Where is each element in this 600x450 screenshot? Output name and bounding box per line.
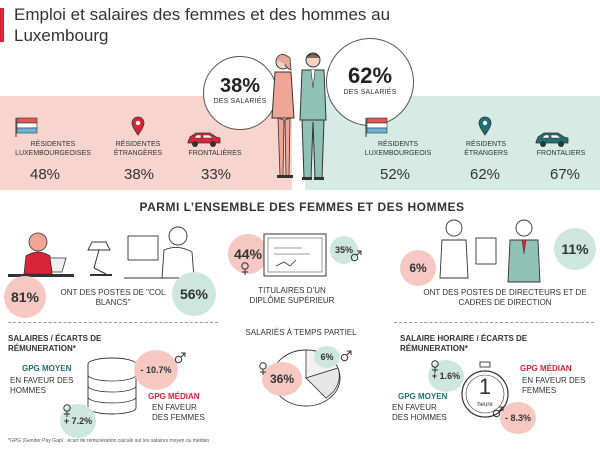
women-cat-foreign-value: 38%: [123, 166, 155, 183]
directors-women-circle: 6%: [400, 250, 436, 286]
hourly-moyen-value: + 1.6%: [431, 371, 461, 381]
luxembourg-flag-icon: [15, 117, 38, 137]
directors-women-value: 6%: [409, 261, 427, 275]
part-time-men-value: 6%: [320, 352, 334, 362]
hourly-gpg-moyen-sub: EN FAVEUR DES HOMMES: [392, 403, 447, 422]
executives-illustration: [439, 219, 541, 283]
salaries-gpg-moyen: GPG MOYEN: [22, 364, 72, 373]
male-symbol-icon: [492, 406, 504, 418]
woman-at-desk-illustration: [8, 232, 74, 277]
diploma-certificate-icon: [263, 233, 327, 277]
white-collar-women-circle: 81%: [4, 276, 46, 318]
men-cat-lux-value: 52%: [379, 166, 411, 183]
right-divider: [394, 322, 594, 323]
man-figure: [299, 52, 327, 180]
women-cat-foreign-label: RÉSIDENTES ÉTRANGÈRES: [113, 141, 163, 157]
hourly-gpg-median-sub: EN FAVEUR DES FEMMES: [522, 376, 586, 395]
title-accent-bar: [0, 8, 4, 42]
salaries-title: SALAIRES / ÉCARTS DE RÉMUNERATION*: [8, 334, 102, 353]
salaries-moyen-value: + 7.2%: [63, 416, 93, 426]
male-symbol-icon: [350, 250, 362, 262]
women-pct: 38%: [219, 75, 261, 97]
page-title: Emploi et salaires des femmes et des hom…: [14, 5, 391, 45]
luxembourg-flag-icon: [365, 117, 388, 137]
location-pin-icon: [131, 116, 145, 136]
male-symbol-icon: [174, 352, 186, 364]
salaries-gpg-median-sub: EN FAVEUR DES FEMMES: [152, 403, 205, 422]
hourly-median-value: - 8.3%: [504, 413, 531, 423]
left-divider: [8, 322, 218, 323]
hourly-title: SALAIRE HORAIRE / ÉCARTS DE RÉMUNERATION…: [400, 334, 528, 353]
white-collar-women-value: 81%: [10, 289, 40, 305]
car-icon: [535, 132, 569, 147]
woman-figure: [271, 54, 295, 178]
male-symbol-icon: [340, 350, 352, 362]
location-pin-icon: [478, 116, 492, 136]
directors-men-circle: 11%: [554, 228, 596, 270]
women-cat-cross-border-value: 33%: [200, 166, 232, 183]
hourly-gpg-median: GPG MÉDIAN: [520, 364, 572, 373]
part-time-men-circle: 6%: [314, 346, 340, 368]
part-time-women-circle: 36%: [262, 362, 302, 396]
female-symbol-icon: [63, 404, 71, 417]
hourly-median-circle: - 8.3%: [500, 402, 536, 434]
men-cat-lux-label: RÉSIDENTS LUXEMBOURGEOIS: [364, 141, 432, 157]
women-pct-bubble: 38% DES SALARIÉS: [203, 56, 277, 130]
diploma-label: TITULAIRES D’UN DIPLÔME SUPÉRIEUR: [249, 286, 335, 305]
women-cat-cross-border-label: FRONTALIÈRES: [188, 150, 242, 157]
men-cat-cross-border-label: FRONTALIERS: [536, 150, 586, 157]
hourly-moyen-circle: + 1.6%: [428, 360, 464, 392]
men-pct-bubble: 62% DES SALARIÉS: [326, 38, 414, 126]
female-symbol-icon: [259, 362, 267, 375]
female-symbol-icon: [241, 262, 249, 275]
diploma-men-value: 35%: [334, 245, 353, 255]
white-collar-men-circle: 56%: [172, 272, 216, 316]
diploma-women-value: 44%: [233, 246, 263, 262]
directors-men-value: 11%: [561, 241, 589, 257]
salaries-moyen-circle: + 7.2%: [60, 404, 96, 438]
salaries-gpg-median: GPG MÉDIAN: [148, 392, 200, 401]
salaries-median-value: - 10.7%: [140, 365, 172, 375]
section-heading: PARMI L’ENSEMBLE DES FEMMES ET DES HOMME…: [139, 200, 465, 214]
men-pct: 62%: [347, 63, 393, 88]
part-time-title: SALARIÉS À TEMPS PARTIEL: [245, 328, 357, 337]
white-collar-label: ONT DES POSTES DE "COL BLANCS": [60, 288, 166, 307]
salaries-gpg-moyen-sub: EN FAVEUR DES HOMMES: [10, 376, 74, 395]
women-cat-lux-label: RÉSIDENTES LUXEMBOURGEOISES: [15, 141, 91, 157]
men-cat-cross-border-value: 67%: [549, 166, 581, 183]
hourly-gpg-moyen: GPG MOYEN: [398, 392, 448, 401]
footnote: *GPG (Gender Pay Gap) : écart de rémunér…: [8, 438, 210, 444]
woman-man-illustration: [271, 52, 327, 180]
women-cat-lux-value: 48%: [29, 166, 61, 183]
part-time-women-value: 36%: [269, 372, 295, 386]
stopwatch-icon: [461, 361, 509, 418]
directors-label: ONT DES POSTES DE DIRECTEURS ET DE CADRE…: [423, 288, 587, 307]
desk-lamp-icon: [87, 241, 112, 276]
men-pct-label: DES SALARIÉS: [343, 89, 397, 96]
stopwatch-unit: heure: [477, 402, 493, 408]
diploma-men-circle: 35%: [330, 236, 358, 264]
women-pct-label: DES SALARIÉS: [213, 98, 267, 105]
men-cat-foreign-label: RÉSIDENTS ÉTRANGERS: [464, 141, 508, 157]
coin-stack-icon: [87, 357, 137, 415]
car-icon: [187, 132, 221, 147]
female-symbol-icon: [431, 360, 439, 373]
stopwatch-number: 1: [478, 374, 492, 399]
men-cat-foreign-value: 62%: [469, 166, 501, 183]
diploma-women-circle: 44%: [228, 234, 268, 274]
white-collar-men-value: 56%: [179, 286, 209, 302]
salaries-median-circle: - 10.7%: [134, 350, 178, 390]
